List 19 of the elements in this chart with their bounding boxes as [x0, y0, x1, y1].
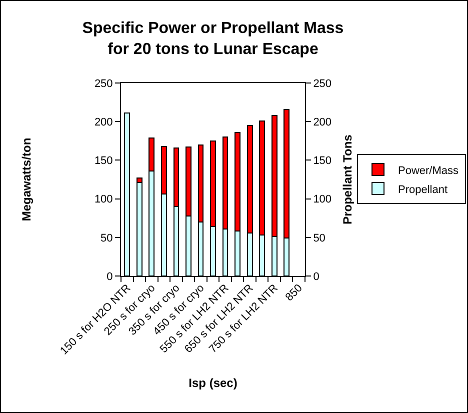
y2-tick-label: 250 — [313, 78, 332, 90]
legend-label: Power/Mass — [398, 164, 460, 177]
x-axis-title: Isp (sec) — [188, 376, 238, 390]
y-axis-title: Megawatts/ton — [20, 138, 34, 222]
y2-tick-label: 200 — [313, 116, 332, 128]
y-tick-label: 250 — [94, 78, 113, 90]
chart-title: Specific Power or Propellant Mass for 20 tons to Lunar Escape — [82, 20, 344, 58]
y-tick-label: 50 — [100, 232, 113, 244]
y-tick-label: 150 — [94, 155, 113, 168]
y2-tick-label: 50 — [313, 232, 326, 244]
y-tick-label: 100 — [94, 194, 113, 206]
y2-tick-label: 100 — [313, 194, 332, 206]
y-tick-label: 200 — [94, 116, 113, 128]
y2-axis-title: Propellant Tons — [340, 134, 354, 224]
legend-label: Propellant — [398, 184, 448, 196]
y2-tick-label: 0 — [313, 270, 320, 283]
y2-tick-label: 150 — [313, 155, 332, 168]
x-tick-label: 850 — [283, 282, 305, 304]
y-tick-label: 0 — [106, 270, 113, 283]
